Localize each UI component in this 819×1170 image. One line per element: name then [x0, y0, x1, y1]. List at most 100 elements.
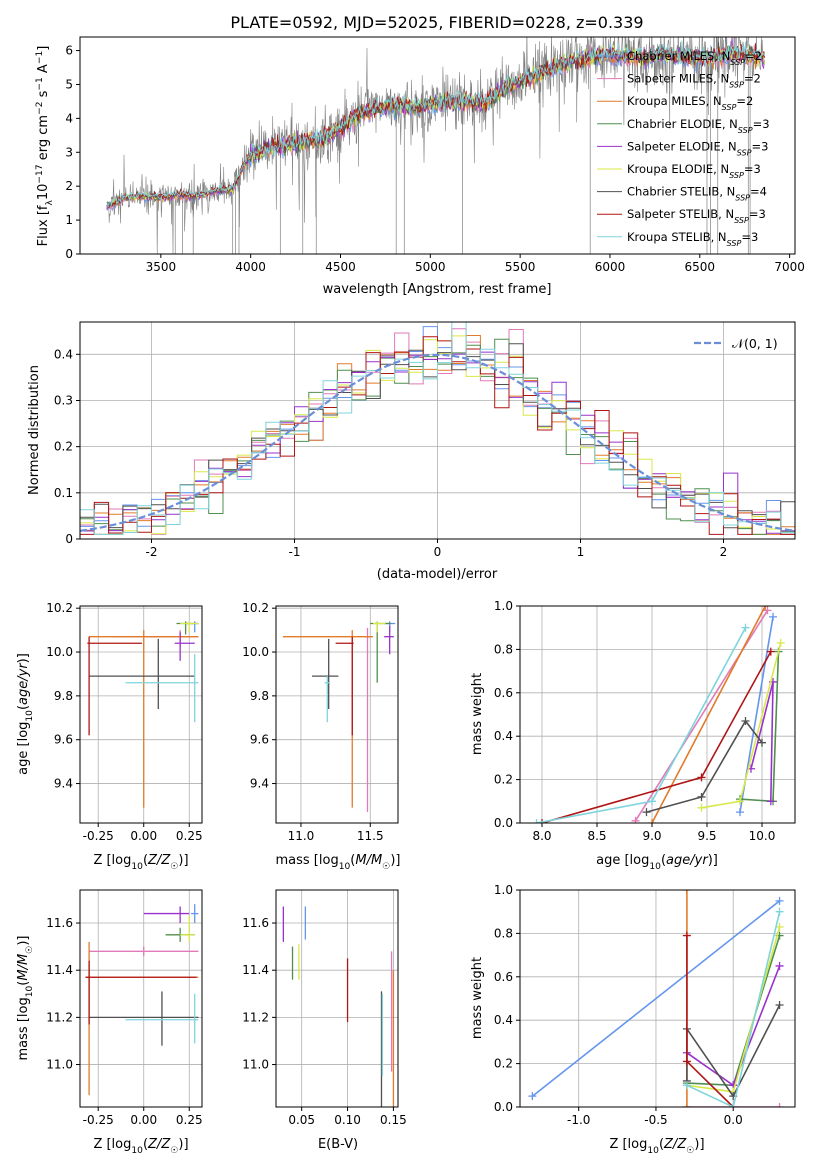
weight-marker [741, 717, 750, 726]
y-axis-label: mass [log10(M/M☉)] [16, 936, 35, 1061]
weight-marker [538, 819, 546, 823]
weight-marker [766, 647, 775, 656]
histogram-step [80, 322, 795, 535]
xtick-label: 0.00 [130, 1113, 157, 1127]
errorbar-point [191, 904, 199, 924]
weight-marker [775, 907, 784, 916]
weight-marker [697, 792, 706, 801]
xtick-label: 11.0 [288, 829, 315, 843]
xtick-label: 9.0 [642, 829, 661, 843]
weight-line [686, 911, 781, 1107]
axes-weight_vs_age: 8.0 8.5 9.0 9.5 10.0 0.0 0.2 0.4 0.6 0.8 1.0 age [l… [470, 599, 796, 872]
xtick-label: 0.0 [724, 1113, 743, 1127]
ytick-label: 0.8 [494, 926, 513, 940]
ytick-label: 11.4 [46, 963, 73, 977]
y-axis-label: mass weight [470, 957, 485, 1039]
ytick-label: 9.6 [250, 733, 269, 747]
axes-mass_vs_EBV: 0.05 0.10 0.15 11.0 11.2 11.4 11.6 E(B-V) [242, 889, 407, 1152]
ytick-label: 1.0 [494, 883, 513, 897]
ytick-label: 0.4 [494, 1013, 513, 1027]
xtick-label: -1.0 [567, 1113, 590, 1127]
xtick-label: 10.0 [749, 829, 776, 843]
legend-label: Salpeter ELODIE, NSSP=3 [627, 139, 768, 157]
weight-marker [775, 1001, 784, 1010]
ytick-label: 9.4 [54, 777, 73, 791]
axes-weight_vs_Z: -1.0 -0.5 0.0 0.0 0.2 0.4 0.6 0.8 1.0 Z [log10(Z/… [470, 883, 796, 1156]
weight-marker [682, 890, 691, 894]
weight-marker [775, 961, 784, 970]
plot-area-spectrum [106, 37, 765, 254]
ytick-label: 0.6 [494, 970, 513, 984]
ytick-label: 10.2 [242, 601, 269, 615]
xtick-label: 8.5 [587, 829, 606, 843]
errorbar-point [174, 632, 195, 661]
xtick-label: 0 [434, 545, 442, 559]
ytick-label: 9.4 [250, 777, 269, 791]
weight-marker [682, 931, 691, 940]
ytick-label: 0 [65, 532, 73, 546]
xtick-label: 6000 [595, 260, 626, 274]
x-axis-label: E(B-V) [318, 1137, 358, 1152]
x-axis-label: wavelength [Angstrom, rest frame] [323, 282, 552, 297]
y-axis-label: age [log10(age/yr)] [16, 653, 35, 775]
legend-label: Kroupa ELODIE, NSSP=3 [627, 162, 761, 180]
weight-marker [682, 1081, 691, 1090]
frame-weight_vs_age [519, 605, 796, 824]
xtick-label: 7000 [774, 260, 805, 274]
frame-weight_vs_Z [519, 889, 796, 1108]
ytick-label: 0.8 [494, 642, 513, 656]
ytick-label: 2 [65, 179, 73, 193]
errorbar-point [312, 638, 339, 710]
frame-age_vs_mass [275, 605, 399, 824]
ytick-label: 0.2 [54, 440, 73, 454]
ytick-label: 10.2 [46, 601, 73, 615]
ytick-label: 9.6 [54, 733, 73, 747]
xtick-label: 9.5 [697, 829, 716, 843]
ytick-label: 11.2 [46, 1010, 73, 1024]
errorbar-point [125, 654, 199, 723]
ytick-label: 0 [65, 247, 73, 261]
xtick-label: 0.00 [130, 829, 157, 843]
x-axis-label: Z [log10(Z/Z☉)] [93, 1137, 188, 1156]
ytick-label: 11.0 [46, 1058, 73, 1072]
legend-label: Kroupa MILES, NSSP=2 [627, 94, 753, 112]
xtick-label: -0.25 [83, 829, 114, 843]
xtick-label: 2 [720, 545, 728, 559]
weight-marker [697, 773, 706, 782]
legend-label: 𝒩(0, 1) [732, 336, 778, 351]
weight-marker [741, 623, 750, 632]
ytick-label: 0.0 [494, 1100, 513, 1114]
weight-marker [761, 606, 770, 610]
xtick-label: 1 [577, 545, 585, 559]
plot-area-weight_vs_Z [528, 890, 784, 1107]
plot-area-weight_vs_age [532, 606, 785, 823]
xtick-label: 4500 [325, 260, 356, 274]
weight-marker [682, 1103, 691, 1107]
weight-marker [736, 808, 744, 817]
ytick-label: 1.0 [494, 599, 513, 613]
weight-marker [736, 797, 744, 806]
errorbar-point [324, 676, 331, 723]
ytick-label: 9.8 [54, 689, 73, 703]
x-axis-label: Z [log10(Z/Z☉)] [609, 1137, 704, 1156]
x-axis-label: age [log10(age/yr)] [596, 853, 718, 872]
legend-label: Salpeter MILES, NSSP=2 [627, 72, 761, 90]
errorbar-point [89, 991, 199, 1046]
weight-line [531, 900, 781, 1097]
weight-marker [697, 803, 706, 812]
grid-age_vs_mass [276, 606, 398, 823]
ytick-label: 0.4 [494, 729, 513, 743]
ytick-label: 3 [65, 145, 73, 159]
errorbar-point [335, 636, 354, 736]
ytick-label: 11.0 [242, 1058, 269, 1072]
ytick-label: 0.4 [54, 347, 73, 361]
errorbar-point [384, 625, 394, 655]
x-axis-label: mass [log10(M/M☉)] [276, 853, 401, 872]
ytick-label: 0.6 [494, 686, 513, 700]
legend-label: Kroupa STELIB, NSSP=3 [627, 230, 758, 248]
ytick-label: 9.8 [250, 689, 269, 703]
ytick-label: 1 [65, 213, 73, 227]
weight-marker [758, 738, 766, 747]
xtick-label: 11.5 [357, 829, 384, 843]
y-axis-label: Normed distribution [27, 365, 42, 495]
